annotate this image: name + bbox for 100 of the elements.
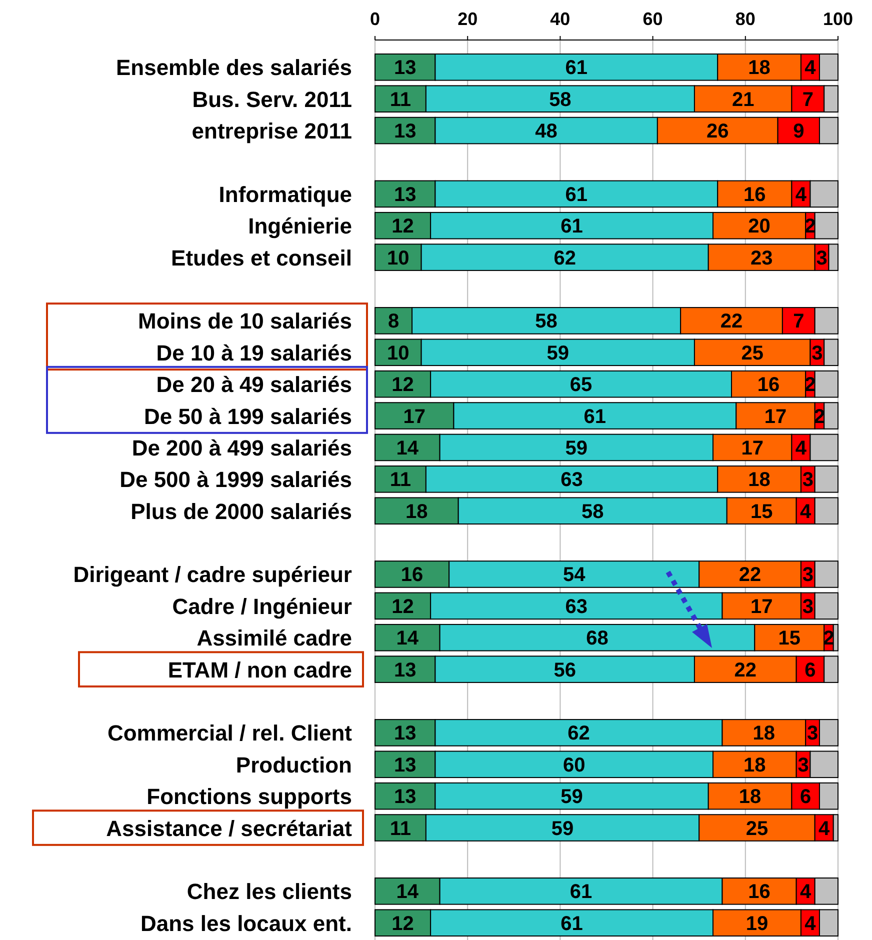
y-tick-label: De 200 à 499 salariés (132, 435, 352, 460)
data-label: 11 (390, 818, 412, 840)
y-tick-label: Ensemble des salariés (116, 55, 352, 80)
y-tick-label: De 500 à 1999 salariés (120, 467, 352, 492)
y-tick-label: Bus. Serv. 2011 (192, 86, 352, 112)
data-label: 3 (816, 247, 828, 270)
data-label: 4 (804, 912, 817, 935)
y-tick-label: De 50 à 199 salariés (144, 404, 352, 429)
data-label: 12 (392, 216, 414, 238)
data-label: 20 (748, 216, 770, 238)
data-label: 7 (802, 88, 814, 111)
data-label: 63 (565, 596, 588, 618)
data-label: 59 (551, 818, 574, 840)
data-label: 13 (394, 754, 416, 776)
data-label: 18 (748, 57, 770, 80)
y-tick-label: Fonctions supports (146, 784, 352, 810)
data-label: 6 (800, 786, 812, 808)
data-label: 16 (400, 564, 424, 586)
data-label: 3 (802, 564, 814, 586)
data-label: 54 (562, 564, 586, 586)
y-tick-label: entreprise 2011 (192, 118, 352, 144)
data-label: 61 (565, 184, 588, 206)
data-label: 59 (546, 342, 570, 364)
data-label: 25 (741, 342, 764, 364)
y-tick-label: Chez les clients (186, 879, 352, 904)
data-label: 16 (757, 374, 780, 396)
data-label: 14 (396, 881, 420, 904)
y-tick-label: Plus de 2000 salariés (130, 498, 352, 524)
data-label: 13 (394, 722, 416, 745)
data-label: 13 (394, 786, 416, 808)
data-label: 18 (744, 754, 766, 776)
data-label: 13 (394, 57, 416, 80)
data-label: 4 (795, 184, 808, 206)
data-label: 10 (387, 247, 410, 270)
data-label: 21 (732, 88, 754, 111)
data-label: 4 (800, 500, 812, 523)
data-label: 17 (741, 437, 764, 460)
data-label: 25 (746, 818, 768, 840)
data-label: 7 (793, 310, 804, 333)
data-label: 62 (568, 722, 590, 745)
data-label: 23 (750, 247, 773, 270)
y-tick-label: Informatique (218, 182, 352, 207)
data-label: 18 (748, 469, 770, 492)
data-label: 14 (396, 628, 420, 650)
data-label: 68 (586, 628, 608, 650)
y-tick-label: Etudes et conseil (171, 245, 352, 270)
y-tick-label: ETAM / non cadre (168, 657, 352, 682)
y-tick-label: Assimilé cadre (196, 626, 352, 651)
data-label: 12 (392, 912, 414, 935)
data-label: 16 (748, 881, 770, 904)
data-label: 3 (798, 754, 809, 776)
data-label: 60 (562, 754, 586, 776)
data-label: 48 (535, 120, 558, 143)
data-label: 22 (734, 659, 757, 682)
x-tick-label: 20 (458, 9, 478, 29)
x-tick-label: 80 (735, 9, 756, 29)
data-label: 4 (804, 57, 817, 80)
data-label: 11 (390, 88, 412, 111)
data-label: 4 (795, 437, 808, 460)
data-label: 3 (806, 722, 818, 745)
data-label: 22 (720, 310, 743, 333)
data-label: 26 (706, 120, 729, 143)
data-label: 62 (554, 247, 576, 270)
y-tick-label: Commercial / rel. Client (107, 720, 353, 746)
y-tick-label: De 10 à 19 salariés (156, 340, 352, 366)
data-label: 6 (804, 659, 816, 682)
y-tick-label: De 20 à 49 salariés (156, 372, 352, 398)
data-label: 19 (746, 912, 768, 935)
data-label: 59 (560, 786, 583, 808)
data-label: 18 (752, 722, 776, 745)
y-tick-label: Dans les locaux ent. (140, 910, 352, 936)
data-label: 16 (744, 184, 766, 206)
data-label: 4 (800, 881, 812, 904)
data-label: 11 (390, 469, 412, 492)
data-label: 3 (812, 342, 823, 364)
data-label: 3 (802, 469, 814, 492)
data-label: 58 (581, 500, 604, 523)
y-tick-label: Production (236, 752, 352, 778)
x-tick-label: 100 (822, 9, 854, 29)
data-label: 61 (584, 406, 606, 428)
data-label: 65 (570, 374, 592, 396)
data-label: 4 (818, 818, 831, 840)
data-label: 14 (396, 437, 420, 460)
data-label: 13 (394, 120, 416, 143)
data-label: 15 (778, 628, 801, 650)
data-label: 58 (549, 88, 572, 111)
data-label: 17 (764, 406, 787, 428)
data-label: 18 (738, 786, 762, 808)
data-label: 13 (394, 659, 416, 682)
data-label: 61 (565, 57, 588, 80)
data-label: 18 (406, 500, 428, 523)
y-tick-label: Dirigeant / cadre supérieur (73, 562, 352, 588)
y-tick-label: Cadre / Ingénieur (172, 594, 352, 619)
data-label: 15 (750, 500, 773, 523)
y-tick-label: Ingénierie (248, 214, 352, 239)
data-label: 63 (560, 469, 583, 492)
data-label: 17 (403, 406, 426, 428)
x-tick-label: 0 (370, 9, 380, 29)
data-label: 61 (560, 912, 583, 935)
data-label: 17 (750, 596, 773, 618)
